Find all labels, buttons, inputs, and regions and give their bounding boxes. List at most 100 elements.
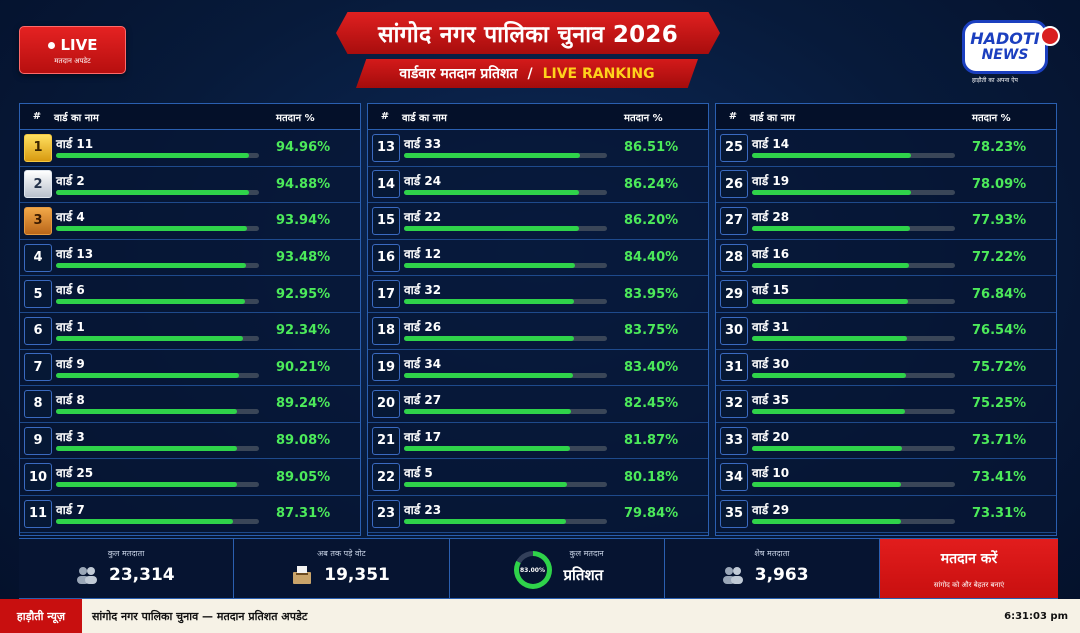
ward-name: वार्ड 15 [752,283,790,298]
logo-tagline: हाड़ौती का अपना ऐप [972,77,1018,84]
ranking-panel-1: # वार्ड का नाम मतदान % 1 वार्ड 11 94.96% 2 वार्… [19,103,361,536]
ward-row[interactable]: 5 वार्ड 6 92.95% [20,276,360,313]
turnout-bar-track [404,409,607,415]
ward-name: वार्ड 25 [56,466,94,481]
rank-badge: 20 [372,389,400,418]
ward-name: वार्ड 3 [56,429,85,444]
ward-row[interactable]: 28 वार्ड 16 77.22% [716,240,1056,277]
vote-cta-button[interactable]: मतदान करें सांगोद को और बेहतर बनाएं [880,539,1058,598]
logo-line1: HADOTI [970,29,1040,48]
live-dot-icon [47,41,55,49]
ward-row[interactable]: 14 वार्ड 24 86.24% [368,167,708,204]
turnout-pct: 75.72% [972,359,1027,375]
ward-row[interactable]: 22 वार्ड 5 80.18% [368,459,708,496]
column-header-ward: वार्ड का नाम [750,112,795,124]
ward-name: वार्ड 23 [404,502,442,517]
ward-name: वार्ड 19 [752,173,790,188]
rank-badge: 2 [24,170,52,199]
ward-row[interactable]: 32 वार्ड 35 75.25% [716,386,1056,423]
ticker-time: 6:31:03 pm [1004,610,1068,622]
ward-cell: वार्ड 2 [56,167,276,203]
turnout-bar-fill [752,518,901,524]
rank-badge: 28 [720,243,748,272]
turnout-pct: 93.48% [276,250,331,266]
turnout-bar-track [404,226,607,232]
ward-row[interactable]: 27 वार्ड 28 77.93% [716,203,1056,240]
ward-row[interactable]: 30 वार्ड 31 76.54% [716,313,1056,350]
turnout-bar-track [752,409,955,415]
ward-cell: वार्ड 9 [56,350,276,386]
rank-badge: 27 [720,206,748,235]
turnout-bar-fill [752,409,905,415]
turnout-bar-track [752,482,955,488]
ward-row[interactable]: 16 वार्ड 12 84.40% [368,240,708,277]
live-badge[interactable]: LIVE मतदान अपडेट [19,26,126,74]
ward-row[interactable]: 31 वार्ड 30 75.72% [716,350,1056,387]
ward-row[interactable]: 11 वार्ड 7 87.31% [20,496,360,533]
turnout-pct: 86.20% [624,213,679,229]
ward-row[interactable]: 17 वार्ड 32 83.95% [368,276,708,313]
ward-cell: वार्ड 20 [752,423,972,459]
rank-badge: 32 [720,389,748,418]
ward-row[interactable]: 3 वार्ड 4 93.94% [20,203,360,240]
panel-header: # वार्ड का नाम मतदान % [368,104,708,130]
ward-row[interactable]: 18 वार्ड 26 83.75% [368,313,708,350]
ward-name: वार्ड 8 [56,393,85,408]
ward-row[interactable]: 15 वार्ड 22 86.20% [368,203,708,240]
turnout-bar-track [752,226,955,232]
rank-badge: 34 [720,463,748,492]
turnout-bar-fill [404,299,575,305]
ward-row[interactable]: 4 वार्ड 13 93.48% [20,240,360,277]
ward-row[interactable]: 33 वार्ड 20 73.71% [716,423,1056,460]
ward-row[interactable]: 13 वार्ड 33 86.51% [368,130,708,167]
ward-row[interactable]: 8 वार्ड 8 89.24% [20,386,360,423]
rank-badge: 19 [372,353,400,382]
turnout-pct: 75.25% [972,396,1027,412]
ward-row[interactable]: 9 वार्ड 3 89.08% [20,423,360,460]
turnout-bar-fill [404,445,571,451]
ward-row[interactable]: 25 वार्ड 14 78.23% [716,130,1056,167]
turnout-bar-track [56,482,259,488]
turnout-bar-track [404,445,607,451]
turnout-bar-track [56,409,259,415]
turnout-bar-track [404,372,607,378]
rank-badge: 25 [720,133,748,162]
rank-badge: 26 [720,170,748,199]
ward-row[interactable]: 6 वार्ड 1 92.34% [20,313,360,350]
ward-row[interactable]: 1 वार्ड 11 94.96% [20,130,360,167]
ward-row[interactable]: 10 वार्ड 25 89.05% [20,459,360,496]
ward-name: वार्ड 26 [404,319,442,334]
turnout-bar-fill [752,299,908,305]
cta-sub-label: सांगोद को और बेहतर बनाएं [933,581,1005,589]
ward-row[interactable]: 7 वार्ड 9 90.21% [20,350,360,387]
column-header-num: # [32,111,42,122]
ward-row[interactable]: 20 वार्ड 27 82.45% [368,386,708,423]
cta-main-label: मतदान करें [940,551,998,567]
turnout-bar-fill [56,335,244,341]
ranking-panel-2: # वार्ड का नाम मतदान % 13 वार्ड 33 86.51% 14 वा… [367,103,709,536]
column-header-ward: वार्ड का नाम [54,112,99,124]
ward-cell: वार्ड 4 [56,203,276,239]
rank-badge: 18 [372,316,400,345]
turnout-bar-fill [56,262,246,268]
turnout-bar-track [404,189,607,195]
ward-cell: वार्ड 31 [752,313,972,349]
ward-name: वार्ड 33 [404,137,442,151]
ward-row[interactable]: 26 वार्ड 19 78.09% [716,167,1056,204]
rank-badge: 14 [372,170,400,199]
ward-row[interactable]: 2 वार्ड 2 94.88% [20,167,360,204]
stat-label: कुल मतदाता [107,549,145,558]
ward-name: वार्ड 32 [404,283,442,298]
ward-row[interactable]: 34 वार्ड 10 73.41% [716,459,1056,496]
ward-row[interactable]: 23 वार्ड 23 79.84% [368,496,708,533]
turnout-bar-fill [56,372,240,378]
rank-badge: 21 [372,426,400,455]
ward-name: वार्ड 6 [56,283,85,298]
ward-row[interactable]: 19 वार्ड 34 83.40% [368,350,708,387]
ward-row[interactable]: 21 वार्ड 17 81.87% [368,423,708,460]
ward-row[interactable]: 29 वार्ड 15 76.84% [716,276,1056,313]
ward-name: वार्ड 30 [752,356,790,371]
turnout-bar-fill [752,153,911,158]
column-header-pct: मतदान % [972,112,1011,124]
ward-row[interactable]: 35 वार्ड 29 73.31% [716,496,1056,533]
